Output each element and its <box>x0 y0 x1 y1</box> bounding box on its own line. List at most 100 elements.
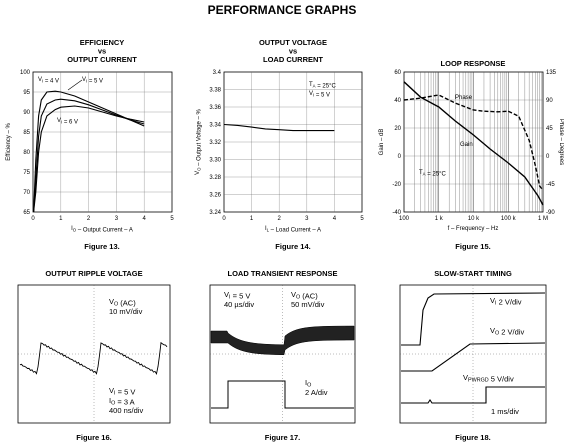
slowstart-label-timebase: 1 ms/div <box>491 407 519 416</box>
loop-phase-axis-label: Phase – Degrees <box>558 119 564 165</box>
efficiency-x-tick-label: 1 <box>59 216 63 222</box>
loop-x-tick-label: 1 M <box>538 216 548 222</box>
loop-x-tick-label: 10 k <box>468 216 480 222</box>
voltage-y-axis-label: VO – Output Voltage – % <box>195 108 203 174</box>
efficiency-y-tick-label: 65 <box>23 210 30 216</box>
loop-gain-series-line <box>403 81 544 206</box>
efficiency-x-axis-label: IO – Output Current – A <box>71 226 133 234</box>
efficiency-y-tick-label: 85 <box>23 130 30 136</box>
loop-x-axis-label: f – Frequency – Hz <box>448 226 499 232</box>
transient-label-vo-scale: 50 mV/div <box>291 300 325 309</box>
efficiency-label-vi-6v: VI = 6 V <box>57 118 78 126</box>
efficiency-label-vi-4v: VI = 4 V <box>38 77 59 85</box>
loop-gain-tick-label: -40 <box>392 210 401 216</box>
slowstart-label-pwrgd: VPWRGD 5 V/div <box>463 373 514 384</box>
efficiency-x-tick-label: 5 <box>170 216 174 222</box>
page-title: PERFORMANCE GRAPHS <box>208 3 357 17</box>
voltage-label-ta: TA = 25°C <box>309 82 336 90</box>
voltage-y-tick-label: 3.30 <box>209 158 221 164</box>
efficiency-series-line-3 <box>33 105 145 213</box>
loop-gain-tick-label: 40 <box>394 98 401 104</box>
loop-phase-series-line <box>403 94 544 191</box>
voltage-x-tick-label: 4 <box>333 216 337 222</box>
ripple-label-vo-scale: 10 mV/div <box>109 307 143 316</box>
slowstart-vi-waveform <box>401 292 546 346</box>
voltage-x-tick-label: 0 <box>222 216 226 222</box>
loop-phase-tick-label: 45 <box>546 126 553 132</box>
chart-title-ripple: OUTPUT RIPPLE VOLTAGE <box>45 269 142 278</box>
loop-x-tick-label: 100 <box>399 216 410 222</box>
transient-vo-band <box>210 325 355 356</box>
slowstart-vo-waveform <box>401 342 546 372</box>
chart-title-slowstart: SLOW-START TIMING <box>434 269 512 278</box>
chart-title-efficiency-0: EFFICIENCY <box>80 38 125 47</box>
loop-gain-tick-label: 20 <box>394 126 401 132</box>
chart-title-loop_response-0: LOOP RESPONSE <box>441 59 506 68</box>
voltage-x-tick-label: 2 <box>278 216 282 222</box>
efficiency-y-tick-label: 90 <box>23 110 30 116</box>
voltage-y-tick-label: 3.4 <box>213 70 222 76</box>
figure-caption-slowstart: Figure 18. <box>455 433 490 442</box>
efficiency-x-tick-label: 2 <box>87 216 91 222</box>
ripple-label-io: IO = 3 A <box>109 396 135 407</box>
transient-label-io: IO <box>305 378 311 389</box>
loop-label-phase: Phase <box>455 95 473 101</box>
loop-label-gain: Gain <box>460 142 473 148</box>
slowstart-label-vo: VO 2 V/div <box>490 326 524 337</box>
figure-caption-ripple: Figure 16. <box>76 433 111 442</box>
efficiency-x-tick-label: 3 <box>115 216 119 222</box>
voltage-x-tick-label: 1 <box>250 216 254 222</box>
loop-label-ta: TA = 25°C <box>419 170 446 178</box>
ripple-waveform <box>19 341 168 375</box>
transient-label-io-scale: 2 A/div <box>305 388 328 397</box>
efficiency-plot-frame <box>32 71 173 213</box>
voltage-y-tick-label: 3.28 <box>209 175 221 181</box>
transient-label-vo: VO (AC) <box>291 290 318 301</box>
ripple-label-timebase: 400 ns/div <box>109 406 143 415</box>
figure-caption-output_voltage: Figure 14. <box>275 242 310 251</box>
efficiency-y-axis-label: Efficiency – % <box>6 123 12 161</box>
efficiency-label-arrow <box>67 79 83 91</box>
loop-x-tick-label: 1 k <box>435 216 444 222</box>
voltage-y-tick-label: 3.32 <box>209 140 221 146</box>
slowstart-pwrgd-waveform <box>401 386 545 404</box>
figure-caption-efficiency: Figure 13. <box>84 242 119 251</box>
loop-gain-tick-label: 0 <box>398 154 402 160</box>
efficiency-y-tick-label: 75 <box>23 170 30 176</box>
efficiency-x-tick-label: 4 <box>143 216 147 222</box>
figure-caption-loop_response: Figure 15. <box>455 242 490 251</box>
efficiency-series-line-1 <box>33 90 145 213</box>
efficiency-y-tick-label: 100 <box>20 70 31 76</box>
voltage-series-line <box>223 123 335 132</box>
voltage-y-tick-label: 3.36 <box>209 105 221 111</box>
efficiency-y-tick-label: 80 <box>23 150 30 156</box>
loop-gain-axis-label: Gain – dB <box>379 129 385 156</box>
transient-io-waveform <box>211 380 354 409</box>
efficiency-label-vi-5v: VI = 5 V <box>82 77 103 85</box>
ripple-label-vo: VO (AC) <box>109 297 136 308</box>
efficiency-series-line-2 <box>33 98 145 213</box>
chart-title-output_voltage-0: OUTPUT VOLTAGE <box>259 38 327 47</box>
figure-caption-transient: Figure 17. <box>265 433 300 442</box>
voltage-x-axis-label: IL – Load Current – A <box>265 226 321 234</box>
chart-title-output_voltage-1: vs <box>289 47 297 56</box>
loop-phase-tick-label: -90 <box>546 210 555 216</box>
loop-phase-tick-label: 0 <box>546 154 550 160</box>
slowstart-label-vi: VI 2 V/div <box>490 296 522 307</box>
transient-label-vi: VI = 5 V <box>224 290 250 301</box>
voltage-label-vi: VI = 5 V <box>309 91 330 99</box>
chart-title-transient: LOAD TRANSIENT RESPONSE <box>227 269 337 278</box>
loop-gain-tick-label: 60 <box>394 70 401 76</box>
loop-gain-tick-label: -20 <box>392 182 401 188</box>
voltage-x-tick-label: 5 <box>360 216 364 222</box>
voltage-y-tick-label: 3.26 <box>209 193 221 199</box>
chart-title-output_voltage-2: LOAD CURRENT <box>263 55 323 64</box>
chart-title-efficiency-1: vs <box>98 47 106 56</box>
chart-title-efficiency-2: OUTPUT CURRENT <box>67 55 137 64</box>
ripple-label-vi: VI = 5 V <box>109 386 135 397</box>
loop-phase-tick-label: -45 <box>546 182 555 188</box>
voltage-y-tick-label: 3.38 <box>209 88 221 94</box>
loop-x-tick-label: 100 k <box>501 216 517 222</box>
